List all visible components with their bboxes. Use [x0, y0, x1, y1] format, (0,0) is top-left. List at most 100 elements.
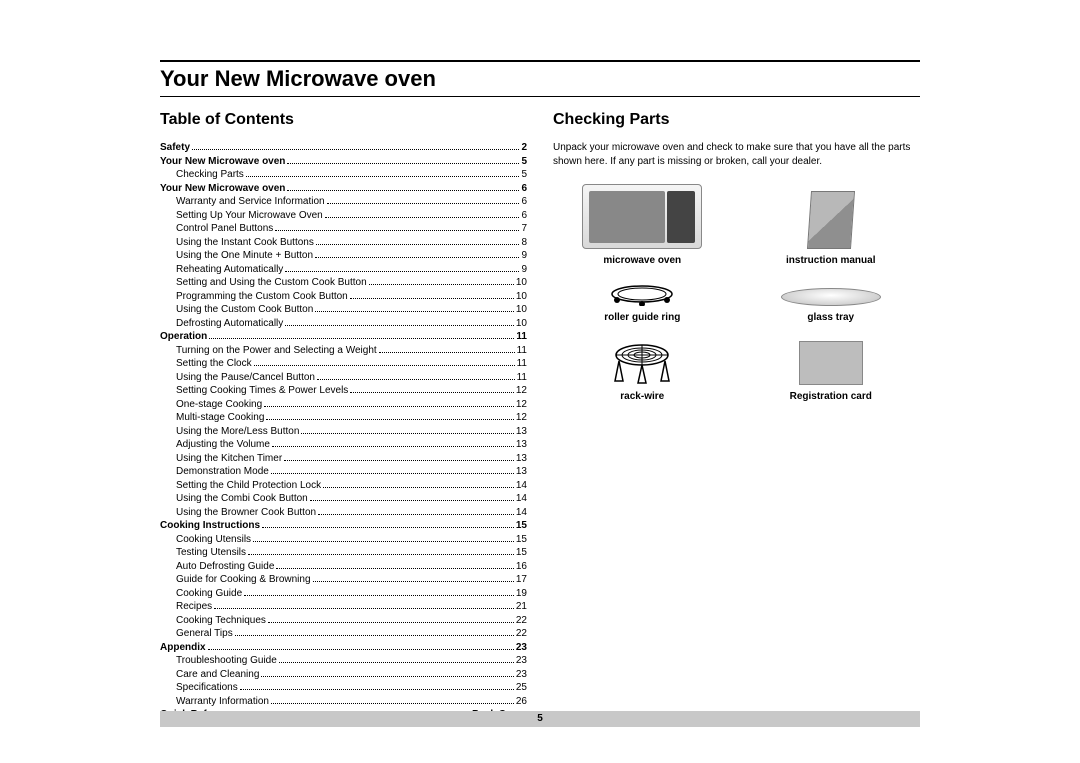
toc-leader-dots — [246, 176, 520, 177]
toc-label: Warranty Information — [176, 695, 269, 709]
toc-label: Checking Parts — [176, 168, 244, 182]
toc-page: 22 — [516, 614, 527, 628]
toc-row: Care and Cleaning23 — [160, 668, 527, 682]
toc-row: General Tips22 — [160, 627, 527, 641]
toc-label: Safety — [160, 141, 190, 155]
toc-page: 10 — [516, 303, 527, 317]
toc-label: Warranty and Service Information — [176, 195, 325, 209]
toc-leader-dots — [350, 392, 514, 393]
toc-page: 15 — [516, 519, 527, 533]
toc-leader-dots — [235, 635, 514, 636]
toc-page: 2 — [521, 141, 527, 155]
toc-label: Cooking Techniques — [176, 614, 266, 628]
toc-label: Using the Browner Cook Button — [176, 506, 316, 520]
toc-label: Guide for Cooking & Browning — [176, 573, 311, 587]
toc-row: Adjusting the Volume 13 — [160, 438, 527, 452]
toc-row: Using the More/Less Button13 — [160, 425, 527, 439]
toc-leader-dots — [244, 595, 514, 596]
part-instruction-manual: instruction manual — [752, 191, 911, 266]
toc-row: Guide for Cooking & Browning17 — [160, 573, 527, 587]
toc-page: 12 — [516, 384, 527, 398]
toc-page: 10 — [516, 290, 527, 304]
toc-row: Using the Kitchen Timer13 — [160, 452, 527, 466]
toc-row: Auto Defrosting Guide16 — [160, 560, 527, 574]
toc-page: 15 — [516, 533, 527, 547]
toc-row: Cooking Instructions 15 — [160, 519, 527, 533]
toc-leader-dots — [253, 541, 514, 542]
toc-row: Testing Utensils 15 — [160, 546, 527, 560]
toc-row: Your New Microwave oven5 — [160, 155, 527, 169]
toc-row: Specifications25 — [160, 681, 527, 695]
toc-row: Setting Cooking Times & Power Levels 12 — [160, 384, 527, 398]
part-glass-tray: glass tray — [752, 288, 911, 323]
toc-page: 9 — [521, 263, 527, 277]
toc-row: Operation11 — [160, 330, 527, 344]
toc-leader-dots — [350, 298, 514, 299]
toc-page: 22 — [516, 627, 527, 641]
part-label: Registration card — [752, 391, 911, 402]
toc-label: Setting the Child Protection Lock — [176, 479, 321, 493]
toc-label: Care and Cleaning — [176, 668, 259, 682]
part-label: microwave oven — [563, 255, 722, 266]
toc-leader-dots — [325, 217, 520, 218]
toc-label: Setting and Using the Custom Cook Button — [176, 276, 367, 290]
toc-leader-dots — [275, 230, 519, 231]
toc-leader-dots — [214, 608, 514, 609]
toc-leader-dots — [316, 244, 520, 245]
toc-leader-dots — [318, 514, 514, 515]
toc-label: Testing Utensils — [176, 546, 246, 560]
toc-leader-dots — [261, 676, 513, 677]
toc-page: 19 — [516, 587, 527, 601]
toc-label: Operation — [160, 330, 207, 344]
toc-label: Adjusting the Volume — [176, 438, 270, 452]
part-rack-wire: rack-wire — [563, 341, 722, 402]
toc-page: 14 — [516, 479, 527, 493]
toc-leader-dots — [254, 365, 515, 366]
toc-page: 21 — [516, 600, 527, 614]
part-microwave-oven: microwave oven — [563, 184, 722, 266]
toc-page: 12 — [516, 411, 527, 425]
toc-row: Using the One Minute + Button9 — [160, 249, 527, 263]
toc-label: Appendix — [160, 641, 206, 655]
toc-page: 14 — [516, 492, 527, 506]
page-title: Your New Microwave oven — [160, 66, 920, 96]
toc-leader-dots — [279, 662, 514, 663]
left-column: Table of Contents Safety2Your New Microw… — [160, 111, 527, 722]
toc-row: Safety 2 — [160, 141, 527, 155]
manual-page: Your New Microwave oven Table of Content… — [0, 0, 1080, 763]
toc-label: Cooking Instructions — [160, 519, 260, 533]
toc-row: Using the Combi Cook Button14 — [160, 492, 527, 506]
toc-page: 23 — [516, 654, 527, 668]
toc-page: 5 — [521, 155, 527, 169]
toc-leader-dots — [287, 190, 519, 191]
toc-page: 15 — [516, 546, 527, 560]
page-number: 5 — [160, 711, 920, 727]
toc-page: 25 — [516, 681, 527, 695]
microwave-icon — [582, 184, 702, 249]
toc-label: One-stage Cooking — [176, 398, 262, 412]
toc-row: Checking Parts5 — [160, 168, 527, 182]
toc-page: 13 — [516, 438, 527, 452]
toc-page: 16 — [516, 560, 527, 574]
toc-page: 14 — [516, 506, 527, 520]
toc-label: Setting Cooking Times & Power Levels — [176, 384, 348, 398]
parts-grid: microwave oven instruction manual — [553, 180, 920, 402]
part-label: instruction manual — [752, 255, 911, 266]
toc-row: Demonstration Mode13 — [160, 465, 527, 479]
toc-page: 10 — [516, 276, 527, 290]
toc-leader-dots — [287, 163, 519, 164]
toc-page: 6 — [521, 209, 527, 223]
toc-label: Recipes — [176, 600, 212, 614]
toc-row: Cooking Guide19 — [160, 587, 527, 601]
part-roller-guide-ring: roller guide ring — [563, 284, 722, 323]
toc-leader-dots — [323, 487, 514, 488]
toc-leader-dots — [313, 581, 514, 582]
toc-row: Turning on the Power and Selecting a Wei… — [160, 344, 527, 358]
toc-leader-dots — [272, 446, 514, 447]
part-label: roller guide ring — [563, 312, 722, 323]
toc-page: 6 — [521, 195, 527, 209]
toc-label: Using the Kitchen Timer — [176, 452, 282, 466]
toc-leader-dots — [240, 689, 514, 690]
toc-page: 11 — [517, 344, 527, 358]
rack-wire-icon — [563, 341, 722, 385]
